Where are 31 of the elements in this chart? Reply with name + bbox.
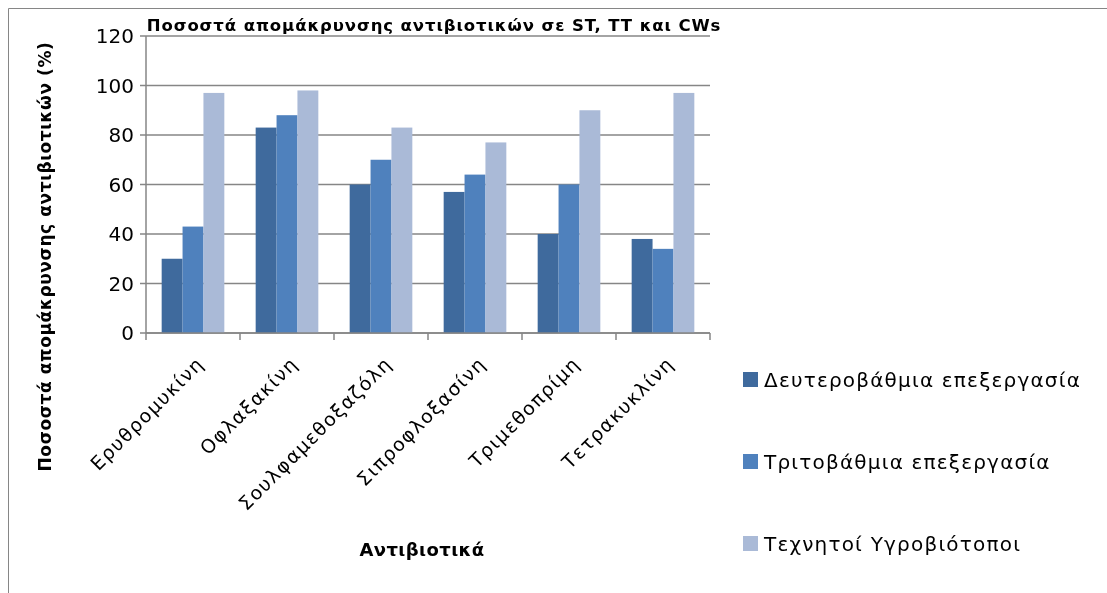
bar <box>579 110 601 333</box>
y-tick-label: 60 <box>108 172 134 197</box>
bar <box>443 191 465 333</box>
bar <box>349 184 371 333</box>
legend-label: Τριτοβάθμια επεξεργασία <box>763 449 1051 474</box>
bar <box>161 258 183 333</box>
bar <box>255 127 277 333</box>
bar <box>558 184 580 333</box>
y-tick-label: 20 <box>108 271 134 296</box>
legend-label: Δευτεροβάθμια επεξεργασία <box>764 367 1082 392</box>
y-tick-label: 0 <box>121 321 134 346</box>
bar <box>182 226 204 333</box>
bar <box>276 115 298 333</box>
bar <box>537 234 559 333</box>
y-tick-label: 120 <box>95 24 134 49</box>
y-tick-label: 100 <box>95 73 134 98</box>
y-tick-label: 40 <box>108 222 134 247</box>
bar <box>631 238 653 333</box>
bar <box>297 90 319 333</box>
bar <box>673 92 695 333</box>
chart-title: Ποσοστά απομάκρυνσης αντιβιοτικών σε ST, TT και CWs <box>146 16 722 35</box>
bar <box>370 159 392 333</box>
bar <box>391 127 413 333</box>
bar <box>485 142 507 333</box>
bar <box>464 174 486 333</box>
x-axis-title: Αντιβιοτικά <box>359 539 485 560</box>
y-tick-label: 80 <box>108 123 134 148</box>
y-axis-title: Ποσοστά απομάκρυνσης αντιβιοτικών (%) <box>35 41 55 472</box>
legend-label: Τεχνητοί Υγροβιότοποι <box>763 531 1022 556</box>
bar <box>203 92 225 333</box>
bar <box>652 248 674 333</box>
